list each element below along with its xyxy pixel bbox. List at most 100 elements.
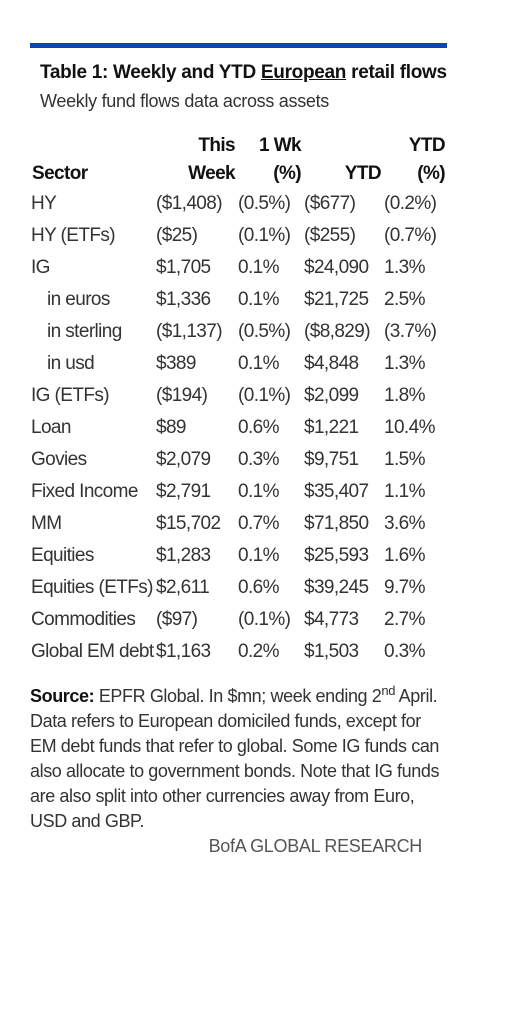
cell: $2,611 — [156, 577, 210, 598]
cell: $4,848 — [304, 353, 359, 374]
cell: $1,163 — [156, 641, 211, 662]
cell: ($1,137) — [156, 321, 223, 342]
table-row: Loan $89 0.6% $1,221 10.4% — [30, 412, 447, 444]
cell: $71,850 — [304, 513, 369, 534]
column-header: YTD — [344, 163, 382, 184]
column-header: 1 Wk (%) — [259, 135, 302, 184]
cell: ($8,829) — [304, 321, 371, 342]
title: Table 1: Weekly and YTD European retail … — [40, 58, 447, 88]
cell: 0.6% — [238, 417, 280, 438]
row-label: in sterling — [47, 321, 122, 342]
source-text: EPFR Global. In $mn; week ending 2 — [98, 686, 382, 706]
cell: 0.1% — [238, 257, 280, 278]
cell: $1,705 — [156, 257, 211, 278]
cell: (3.7%) — [384, 321, 437, 342]
cell: $1,336 — [156, 289, 211, 310]
cell: 1.3% — [384, 257, 426, 278]
table-row: Fixed Income $2,791 0.1% $35,407 1.1% — [30, 476, 447, 508]
cell: (0.2%) — [384, 193, 437, 214]
cell: 1.5% — [384, 449, 426, 470]
row-label: Govies — [31, 449, 87, 470]
column-header: YTD (%) — [408, 135, 446, 184]
row-label: HY (ETFs) — [31, 225, 116, 246]
source-label: Source: — [30, 686, 95, 706]
superscript: nd — [381, 683, 396, 698]
header-row: Sector This Week 1 Wk (%) YTD YTD (%) — [30, 132, 447, 188]
cell: 1.1% — [384, 481, 426, 502]
table-row: MM $15,702 0.7% $71,850 3.6% — [30, 508, 447, 540]
row-label: Equities — [31, 545, 94, 566]
table-row: in usd $389 0.1% $4,848 1.3% — [30, 348, 447, 380]
cell: 1.8% — [384, 385, 426, 406]
subtitle: Weekly fund flows data across assets — [40, 91, 330, 111]
cell: ($677) — [304, 193, 356, 214]
cell: 0.2% — [238, 641, 280, 662]
cell: $389 — [156, 353, 196, 374]
row-label: MM — [31, 513, 62, 534]
cell: $39,245 — [304, 577, 369, 598]
cell: 1.3% — [384, 353, 426, 374]
row-label: IG (ETFs) — [31, 385, 110, 406]
cell: ($194) — [156, 385, 208, 406]
row-label: in usd — [47, 353, 95, 374]
column-header: Sector — [32, 163, 88, 184]
cell: 3.6% — [384, 513, 426, 534]
cell: 0.3% — [384, 641, 426, 662]
table-row: Equities (ETFs) $2,611 0.6% $39,245 9.7% — [30, 572, 447, 604]
cell: $1,221 — [304, 417, 359, 438]
cell: 0.1% — [238, 289, 280, 310]
title-text: retail flows — [351, 62, 447, 83]
title-underlined: European — [260, 62, 347, 83]
cell: 10.4% — [384, 417, 435, 438]
cell: 0.7% — [238, 513, 280, 534]
table-row: Equities $1,283 0.1% $25,593 1.6% — [30, 540, 447, 572]
cell: 0.1% — [238, 545, 280, 566]
cell: $15,702 — [156, 513, 221, 534]
table-figure: Table 1: Weekly and YTD European retail … — [30, 43, 447, 857]
table-row: in euros $1,336 0.1% $21,725 2.5% — [30, 284, 447, 316]
cell: (0.5%) — [238, 193, 291, 214]
cell: $1,503 — [304, 641, 359, 662]
cell: (0.1%) — [238, 225, 291, 246]
cell: $2,099 — [304, 385, 359, 406]
table-body: HY ($1,408) (0.5%) ($677) (0.2%) HY (ETFs) ($2… — [30, 188, 447, 668]
cell: 0.1% — [238, 481, 280, 502]
row-label: Commodities — [31, 609, 136, 630]
cell: ($255) — [304, 225, 356, 246]
cell: 1.6% — [384, 545, 426, 566]
cell: ($1,408) — [156, 193, 223, 214]
cell: 0.3% — [238, 449, 280, 470]
cell: 9.7% — [384, 577, 426, 598]
cell: 2.5% — [384, 289, 426, 310]
source-note: Source: EPFR Global. In $mn; week ending… — [30, 678, 447, 834]
row-label: Loan — [31, 417, 71, 438]
cell: 0.6% — [238, 577, 280, 598]
cell: $35,407 — [304, 481, 369, 502]
cell: $89 — [156, 417, 187, 438]
row-label: IG — [31, 257, 50, 278]
cell: $25,593 — [304, 545, 369, 566]
table-row: IG (ETFs) ($194) (0.1%) $2,099 1.8% — [30, 380, 447, 412]
source-text: April. Data refers to European domiciled… — [30, 686, 440, 831]
cell: (0.7%) — [384, 225, 437, 246]
table-row: HY (ETFs) ($25) (0.1%) ($255) (0.7%) — [30, 220, 447, 252]
cell: 2.7% — [384, 609, 426, 630]
cell: ($25) — [156, 225, 198, 246]
cell: $4,773 — [304, 609, 359, 630]
top-rule — [30, 43, 447, 48]
cell: (0.1%) — [238, 385, 291, 406]
data-table: Sector This Week 1 Wk (%) YTD YTD (%) HY ($1,… — [30, 132, 447, 668]
row-label: Equities (ETFs) — [31, 577, 154, 598]
cell: (0.1%) — [238, 609, 291, 630]
cell: $24,090 — [304, 257, 369, 278]
cell: (0.5%) — [238, 321, 291, 342]
table-row: Govies $2,079 0.3% $9,751 1.5% — [30, 444, 447, 476]
footer: BofA GLOBAL RESEARCH — [208, 836, 423, 856]
row-label: HY — [31, 193, 57, 214]
row-label: in euros — [47, 289, 110, 310]
table-row: in sterling ($1,137) (0.5%) ($8,829) (3.7%) — [30, 316, 447, 348]
table-row: HY ($1,408) (0.5%) ($677) (0.2%) — [30, 188, 447, 220]
cell: 0.1% — [238, 353, 280, 374]
cell: $1,283 — [156, 545, 211, 566]
